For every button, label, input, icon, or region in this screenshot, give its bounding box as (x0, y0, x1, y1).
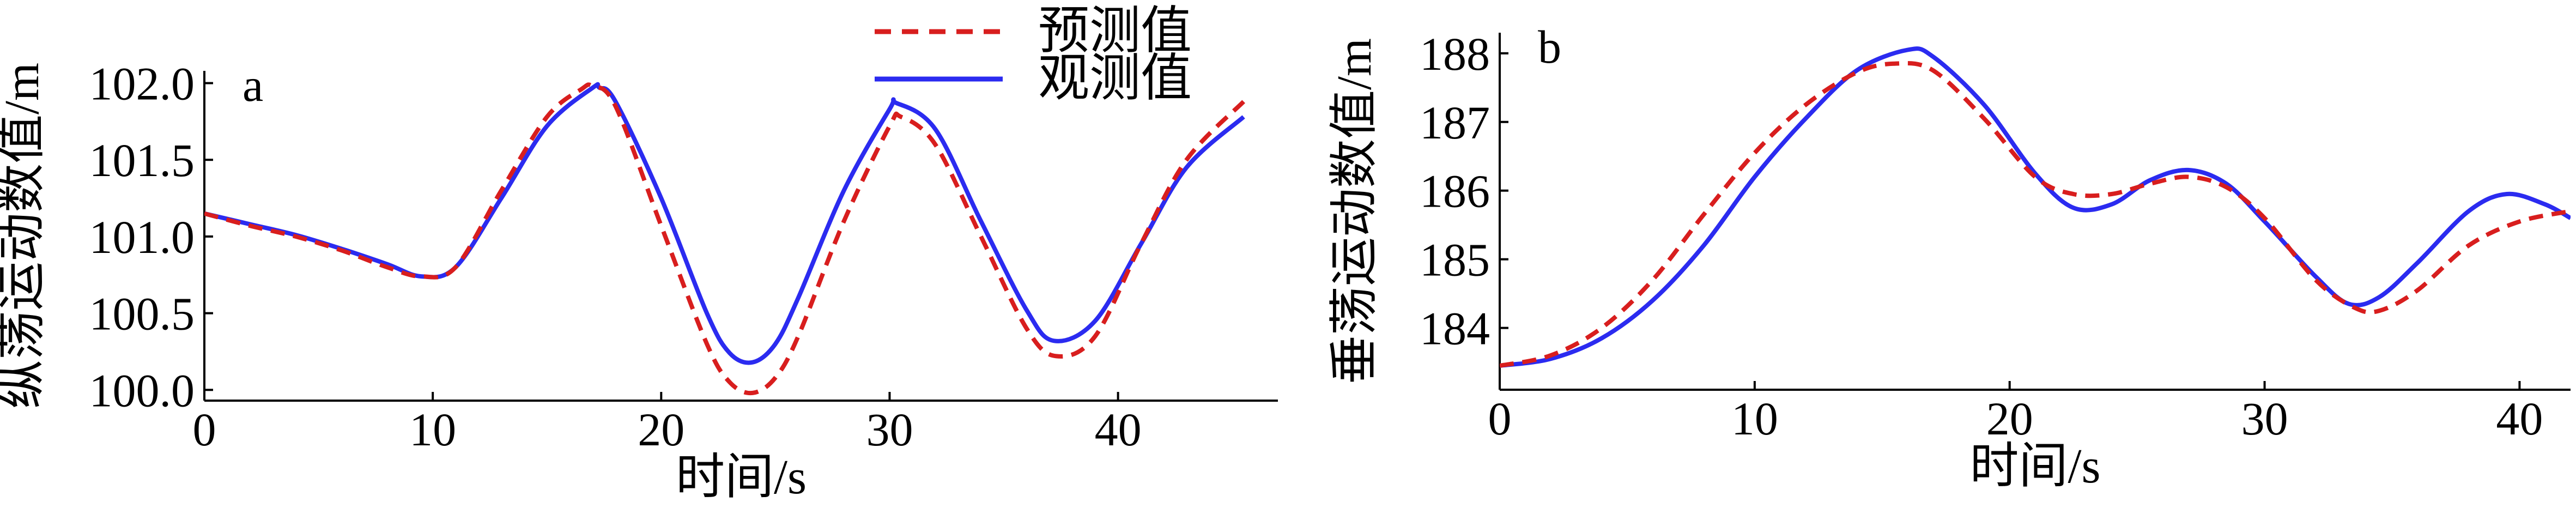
y-tick-label: 187 (1420, 96, 1490, 149)
x-tick-label: 0 (1488, 392, 1512, 445)
legend-label-observed: 观测值 (1038, 50, 1192, 107)
x-tick-label: 10 (1731, 392, 1778, 445)
x-tick-label: 0 (193, 403, 216, 456)
y-tick-label: 101.0 (89, 211, 195, 263)
y-tick-label: 100.5 (89, 288, 195, 340)
series-line-observed (204, 82, 1245, 365)
legend-label-predicted: 预测值 (1038, 3, 1192, 59)
y-tick-label: 184 (1420, 303, 1490, 355)
chart-panel-a: 0 10 20 30 40 100.0 100.5 101.0 101.5 102.0 时间/s 纵荡… (0, 58, 1278, 504)
y-tick-label: 186 (1420, 165, 1490, 217)
x-tick-label: 20 (638, 403, 684, 456)
series-line-observed (1500, 46, 2571, 368)
y-axis-title: 纵荡运动数值/m (0, 63, 49, 409)
y-axis-title: 垂荡运动数值/m (1328, 38, 1381, 384)
y-tick-label: 101.5 (89, 134, 195, 186)
x-tick-label: 10 (409, 403, 456, 456)
chart-panel-b: 0 10 20 30 40 184 185 186 187 188 时间/s 垂荡运动数值/m b (1328, 21, 2571, 493)
x-tick-label: 20 (1986, 392, 2033, 445)
y-tick-label: 100.0 (89, 364, 195, 416)
x-tick-label: 40 (2496, 392, 2543, 445)
x-axis-title: 时间/s (1969, 439, 2100, 493)
x-tick-label: 30 (866, 403, 913, 456)
x-tick-label: 30 (2241, 392, 2288, 445)
panel-label: a (243, 59, 263, 111)
legend: 预测值 观测值 (875, 3, 1192, 107)
y-tick-label: 102.0 (89, 58, 195, 110)
x-axis-title: 时间/s (676, 450, 807, 504)
panel-label: b (1538, 21, 1561, 73)
series-line-predicted (204, 82, 1245, 396)
x-tick-label: 40 (1095, 403, 1142, 456)
y-tick-label: 188 (1420, 28, 1490, 80)
y-tick-label: 185 (1420, 234, 1490, 286)
series-line-predicted (1500, 61, 2571, 368)
